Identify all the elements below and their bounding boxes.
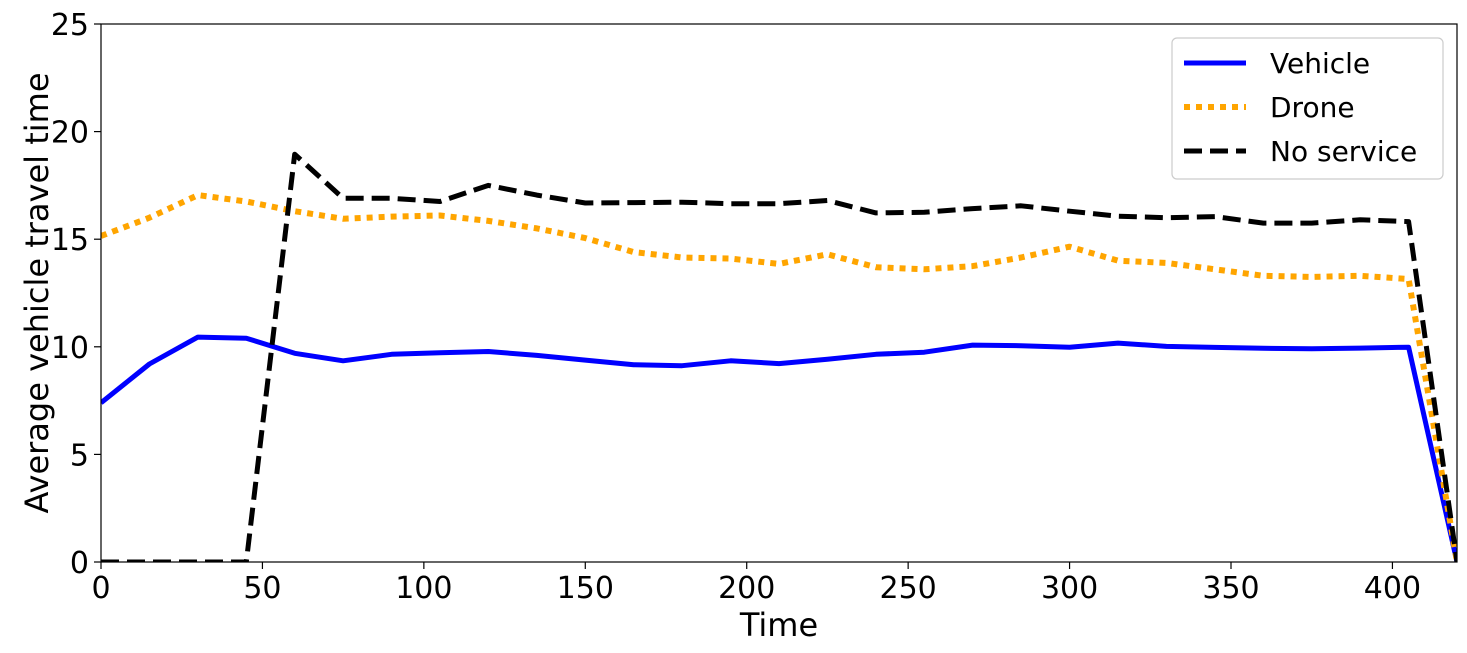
legend-label-no-service: No service — [1270, 135, 1417, 168]
x-tick-label: 150 — [557, 571, 614, 606]
x-axis-label: Time — [739, 606, 818, 644]
y-tick-label: 0 — [70, 546, 89, 581]
y-tick-label: 25 — [51, 8, 89, 43]
series-line-drone — [101, 192, 1457, 562]
axis-ticks: 0 50 100 150 200 250 300 350 400 0 5 10 15 20 25 — [51, 8, 1421, 606]
x-tick-label: 350 — [1202, 571, 1259, 606]
y-axis-label: Average vehicle travel time — [18, 72, 56, 513]
series-line-vehicle — [101, 334, 1457, 562]
y-tick-label: 15 — [51, 223, 89, 258]
legend: Vehicle Drone No service — [1171, 37, 1444, 180]
legend-label-drone: Drone — [1270, 91, 1355, 124]
y-tick-label: 5 — [70, 438, 89, 473]
y-tick-label: 20 — [51, 116, 89, 151]
x-tick-label: 300 — [1041, 571, 1098, 606]
x-tick-label: 0 — [91, 571, 110, 606]
series-layer — [101, 151, 1457, 562]
x-tick-label: 400 — [1364, 571, 1421, 606]
y-tick-label: 10 — [51, 331, 89, 366]
x-tick-label: 200 — [718, 571, 775, 606]
x-tick-label: 100 — [395, 571, 452, 606]
legend-frame — [1171, 37, 1444, 180]
plot-frame — [100, 23, 1458, 563]
x-tick-label: 50 — [243, 571, 281, 606]
x-tick-label: 250 — [880, 571, 937, 606]
series-line-no-service — [101, 151, 1457, 562]
legend-label-vehicle: Vehicle — [1270, 47, 1370, 80]
